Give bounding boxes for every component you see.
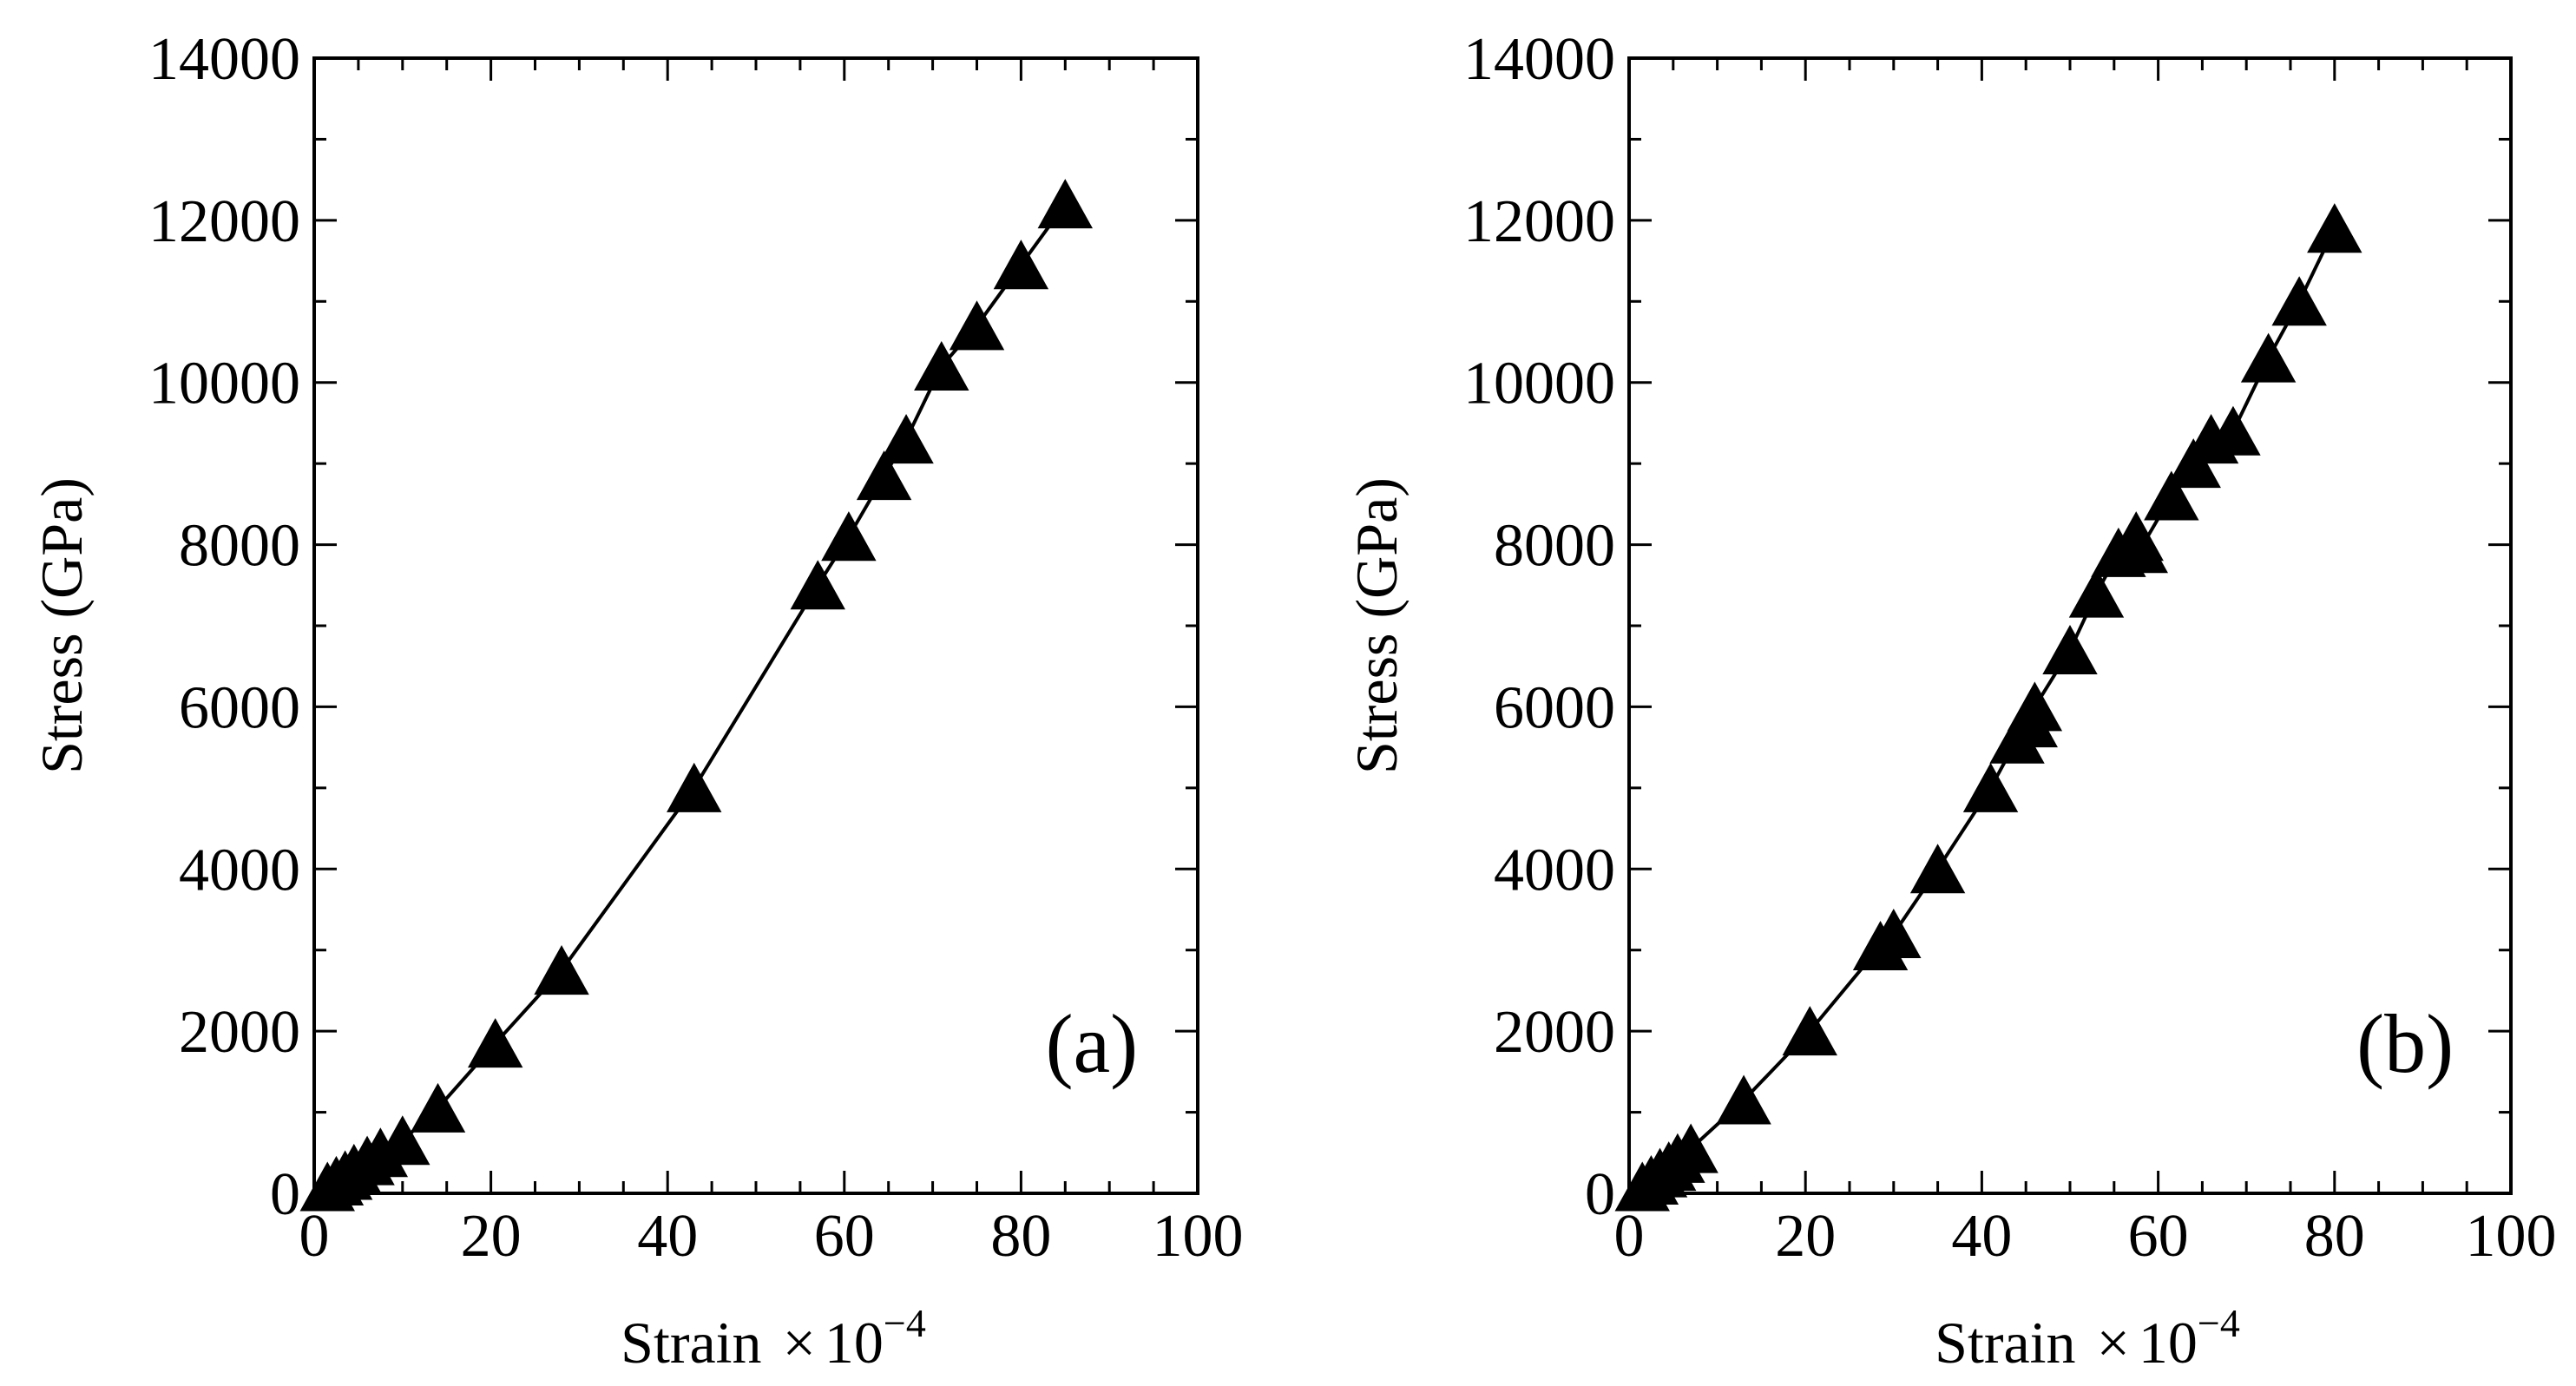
y-axis-title: Stress (GPa) bbox=[29, 477, 95, 774]
panel-b: 0 20 40 60 80 100 0 2000 4000 6000 8000 10000 12000 1… bbox=[1344, 26, 2557, 1376]
x-tick-label: 40 bbox=[1951, 1203, 2012, 1270]
data-point bbox=[1037, 179, 1093, 229]
data-point bbox=[1663, 1123, 1718, 1173]
data-point bbox=[2068, 568, 2125, 618]
data-point bbox=[949, 300, 1005, 351]
data-point bbox=[2205, 405, 2261, 456]
data-point bbox=[1909, 844, 1966, 894]
data-point bbox=[2113, 523, 2168, 574]
data-point bbox=[2165, 438, 2221, 489]
x-tick-label: 40 bbox=[637, 1203, 698, 1270]
panel-a: 0 20 40 60 80 100 0 2000 4000 6000 8000 10000 12000 1… bbox=[29, 26, 1244, 1376]
y-tick-label: 10000 bbox=[1463, 351, 1615, 417]
x-axis-title-exponent: −4 bbox=[2198, 1301, 2240, 1345]
x-tick-label: 0 bbox=[299, 1203, 330, 1270]
y-tick-label: 0 bbox=[270, 1161, 300, 1228]
y-axis-title: Stress (GPa) bbox=[1344, 477, 1410, 774]
x-tick-label: 100 bbox=[1153, 1203, 1244, 1270]
x-axis-title-base: 10 bbox=[2139, 1310, 2198, 1376]
x-axis-title-word: Strain bbox=[621, 1310, 761, 1376]
data-point bbox=[375, 1115, 430, 1166]
y-tick-label: 2000 bbox=[1494, 999, 1615, 1066]
y-tick-label: 14000 bbox=[1463, 26, 1615, 93]
x-axis-title-word: Strain bbox=[1935, 1310, 2075, 1376]
data-point bbox=[1782, 1006, 1837, 1056]
series-line bbox=[313, 203, 1067, 1195]
series-line bbox=[1628, 227, 2336, 1195]
x-tick-label: 0 bbox=[1614, 1203, 1645, 1270]
data-point bbox=[1866, 908, 1922, 959]
y-tick-label: 8000 bbox=[1494, 513, 1615, 580]
data-point bbox=[2042, 624, 2098, 675]
panel-label: (a) bbox=[1046, 997, 1139, 1090]
data-point bbox=[993, 240, 1049, 290]
data-point bbox=[790, 560, 845, 610]
x-axis-title-exponent: −4 bbox=[884, 1301, 926, 1345]
y-tick-label: 4000 bbox=[1494, 837, 1615, 903]
x-axis-title: Strain × 10−4 bbox=[621, 1301, 926, 1376]
data-point bbox=[667, 762, 722, 812]
data-point bbox=[1962, 762, 2019, 812]
data-point bbox=[534, 945, 589, 995]
y-tick-label: 6000 bbox=[179, 674, 300, 741]
x-tick-label: 20 bbox=[461, 1203, 522, 1270]
panel-label: (b) bbox=[2356, 997, 2454, 1090]
data-point bbox=[914, 340, 969, 391]
y-tick-label: 6000 bbox=[1494, 674, 1615, 741]
x-tick-label: 80 bbox=[2304, 1203, 2365, 1270]
x-tick-label: 100 bbox=[2466, 1203, 2557, 1270]
x-axis-title-times: × bbox=[783, 1310, 816, 1376]
data-point bbox=[1716, 1074, 1771, 1125]
y-tick-label: 14000 bbox=[148, 26, 300, 93]
x-axis-title: Strain × 10−4 bbox=[1935, 1301, 2240, 1376]
y-tick-label: 10000 bbox=[148, 351, 300, 417]
x-axis-title-times: × bbox=[2097, 1310, 2130, 1376]
data-point bbox=[2007, 681, 2063, 732]
data-point bbox=[878, 414, 934, 464]
x-tick-label: 60 bbox=[814, 1203, 875, 1270]
y-tick-label: 12000 bbox=[148, 188, 300, 255]
data-point bbox=[2271, 276, 2327, 326]
y-tick-label: 0 bbox=[1585, 1161, 1615, 1228]
data-point bbox=[2144, 470, 2199, 521]
data-point bbox=[2240, 332, 2297, 383]
y-tick-label: 4000 bbox=[179, 837, 300, 903]
x-tick-label: 20 bbox=[1775, 1203, 1836, 1270]
data-point bbox=[821, 511, 877, 562]
data-point bbox=[856, 450, 912, 501]
y-tick-label: 2000 bbox=[179, 999, 300, 1066]
x-tick-label: 80 bbox=[990, 1203, 1051, 1270]
y-tick-label: 12000 bbox=[1463, 188, 1615, 255]
data-point bbox=[467, 1018, 523, 1068]
x-tick-label: 60 bbox=[2128, 1203, 2189, 1270]
x-axis-title-base: 10 bbox=[825, 1310, 884, 1376]
data-point bbox=[410, 1082, 466, 1133]
y-tick-label: 8000 bbox=[179, 513, 300, 580]
data-point bbox=[2307, 203, 2362, 253]
